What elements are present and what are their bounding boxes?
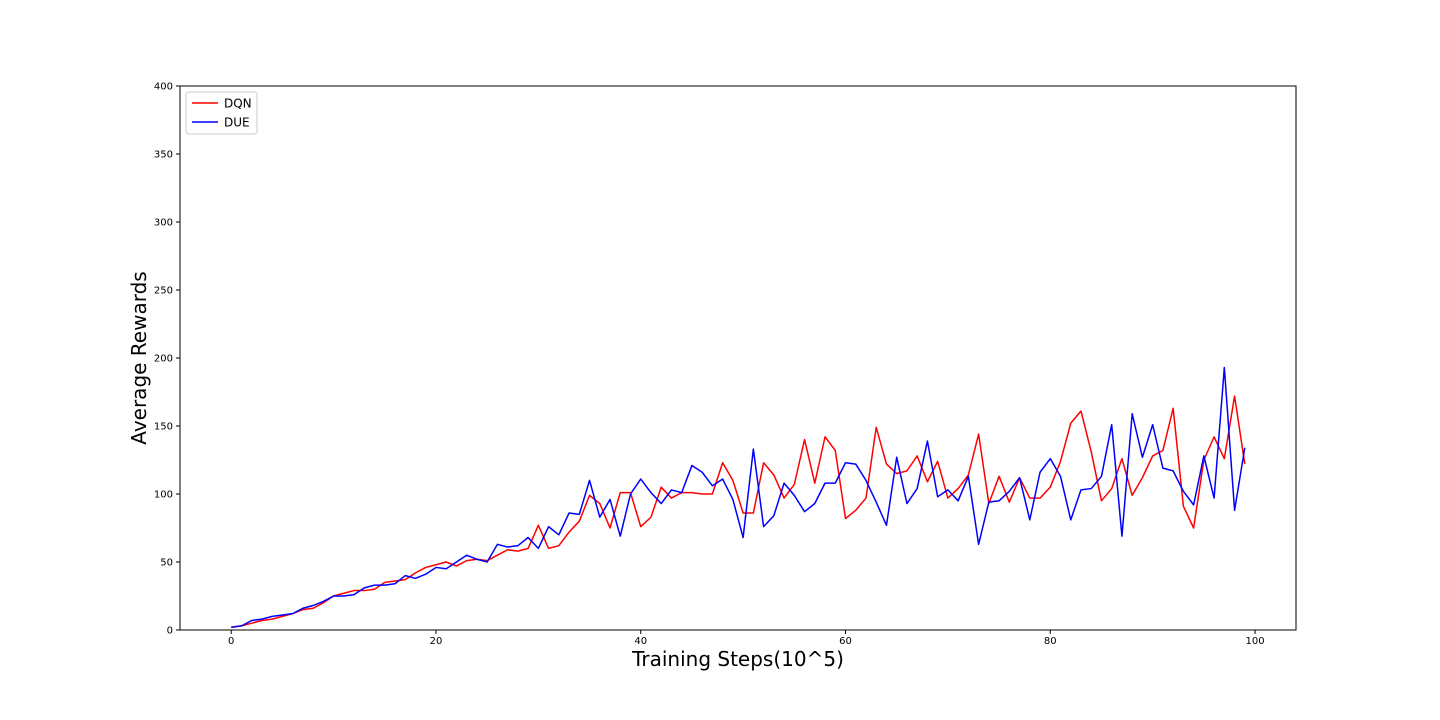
x-tick-label: 100 <box>1245 636 1264 647</box>
series-line-due <box>231 366 1246 629</box>
plot-frame <box>179 85 1297 631</box>
y-axis-title: Average Rewards <box>127 271 151 444</box>
x-tick-label: 80 <box>1044 636 1057 647</box>
y-tick-label: 400 <box>154 82 173 93</box>
legend-label-due: DUE <box>224 116 250 130</box>
x-tick-label: 60 <box>839 636 852 647</box>
legend: DQN DUE <box>185 91 258 135</box>
x-tick-label: 0 <box>228 636 234 647</box>
y-tick-label: 0 <box>167 626 173 637</box>
y-tick-label: 50 <box>160 558 173 569</box>
y-tick-label: 150 <box>154 422 173 433</box>
y-tick-label: 300 <box>154 218 173 229</box>
series-line-dqn <box>231 395 1246 629</box>
y-tick-label: 250 <box>154 286 173 297</box>
y-tick-label: 350 <box>154 150 173 161</box>
x-axis-title: Training Steps(10^5) <box>631 647 844 671</box>
plot-lines <box>231 366 1246 629</box>
y-tick-label: 200 <box>154 354 173 365</box>
x-tick-label: 20 <box>430 636 443 647</box>
legend-label-dqn: DQN <box>224 97 252 111</box>
x-tick-label: 40 <box>634 636 647 647</box>
axis-ticks: 0 20 40 60 80 100 0 50 100 150 200 250 300 350 400 <box>154 82 1265 648</box>
y-tick-label: 100 <box>154 490 173 501</box>
